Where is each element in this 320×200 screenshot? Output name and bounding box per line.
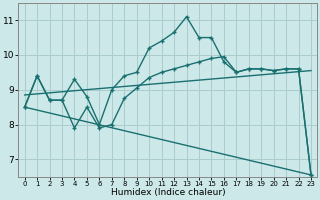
X-axis label: Humidex (Indice chaleur): Humidex (Indice chaleur) — [110, 188, 225, 197]
